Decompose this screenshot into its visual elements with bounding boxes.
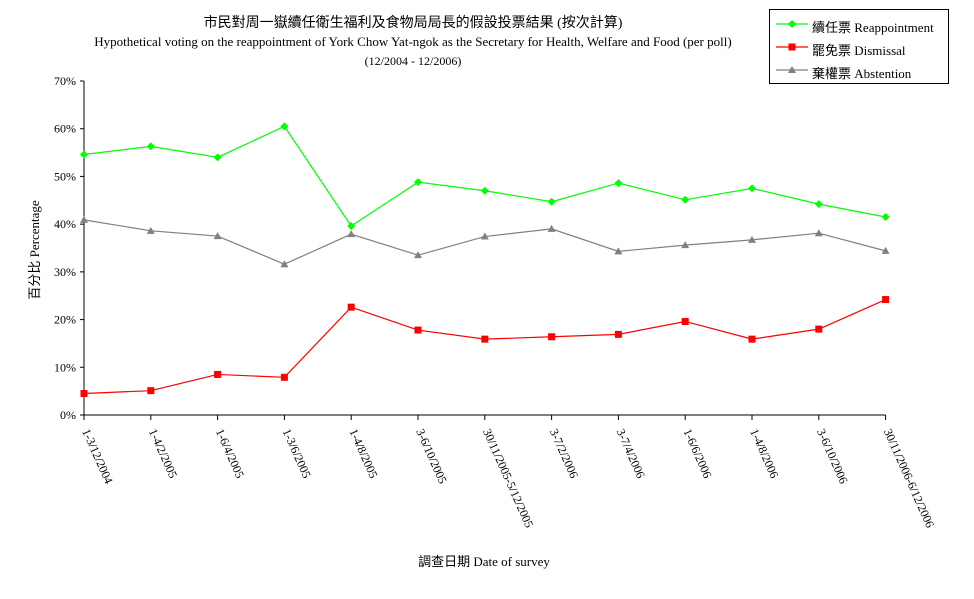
data-point-square — [748, 335, 756, 343]
data-point-diamond — [681, 195, 690, 204]
data-point-triangle — [80, 215, 88, 223]
data-point-diamond — [614, 179, 623, 188]
series-1 — [80, 122, 890, 231]
data-point-square — [614, 330, 622, 338]
data-point-diamond — [347, 222, 356, 231]
data-point-square — [882, 296, 890, 304]
data-point-square — [815, 325, 823, 333]
data-point-triangle — [881, 246, 890, 254]
x-tick-label: 3-6/10/2005 — [413, 427, 450, 486]
x-tick-label: 3-6/10/2006 — [814, 427, 851, 486]
y-tick-label: 30% — [54, 265, 76, 279]
series-line — [83, 298, 886, 395]
data-point-diamond — [814, 200, 823, 209]
data-point-square — [548, 333, 556, 341]
data-point-square — [80, 390, 88, 398]
y-axis-label: 百分比 Percentage — [27, 200, 42, 300]
data-point-diamond — [414, 178, 422, 187]
data-point-diamond — [881, 212, 890, 221]
series-line — [83, 219, 886, 265]
x-tick-label: 1-6/4/2005 — [213, 427, 247, 481]
x-tick-label: 3-7/4/2006 — [614, 427, 648, 481]
x-tick-label: 1-6/6/2006 — [680, 427, 714, 481]
data-point-square — [347, 303, 355, 311]
data-point-diamond — [146, 142, 155, 151]
legend-label-reappointment: 續任票 Reappointment — [812, 20, 934, 35]
axes — [83, 81, 886, 416]
legend-marker-diamond — [776, 20, 808, 28]
data-point-square — [147, 387, 155, 395]
data-point-square — [681, 317, 689, 325]
y-tick-label: 0% — [60, 408, 76, 422]
legend-item-dismissal: 罷免票 Dismissal — [770, 37, 948, 58]
x-tick-label: 30/11/2006-6/12/2006 — [881, 427, 937, 530]
data-point-diamond — [80, 150, 88, 159]
y-tick-labels: 0% 10% 20% 30% 40% 50% 60% 70% — [54, 74, 84, 422]
data-point-triangle — [414, 251, 422, 259]
y-tick-label: 40% — [54, 217, 76, 231]
legend-item-reappointment: 續任票 Reappointment — [770, 14, 948, 35]
y-tick-label: 60% — [54, 122, 76, 136]
data-point-triangle — [213, 232, 222, 240]
legend-label-abstention: 棄權票 Abstention — [812, 66, 912, 81]
x-tick-label: 3-7/2/2006 — [547, 427, 581, 481]
data-point-square — [214, 370, 222, 378]
series-2 — [80, 296, 890, 398]
x-tick-label: 1-3/6/2005 — [280, 427, 314, 481]
data-point-triangle — [480, 232, 489, 240]
y-tick-label: 20% — [54, 313, 76, 327]
y-tick-label: 10% — [54, 360, 76, 374]
x-tick-labels: 1-3/12/2004 1-4/2/2005 1-6/4/2005 1-3/6/200… — [79, 415, 937, 530]
data-point-diamond — [547, 197, 556, 206]
data-point-triangle — [814, 229, 823, 237]
y-tick-label: 50% — [54, 169, 76, 183]
data-point-triangle — [280, 260, 289, 268]
data-point-square — [414, 326, 422, 334]
chart-period: (12/2004 - 12/2006) — [364, 54, 462, 68]
data-point-triangle — [347, 230, 356, 238]
x-tick-label: 1-4/2/2005 — [146, 427, 180, 481]
x-tick-label: 1-4/8/2006 — [747, 427, 781, 481]
legend-item-abstention: 棄權票 Abstention — [770, 60, 948, 81]
legend-marker-square — [776, 43, 808, 51]
data-point-diamond — [213, 153, 222, 162]
data-point-diamond — [748, 184, 756, 193]
x-tick-label: 30/11/2005-5/12/2005 — [480, 427, 536, 530]
data-point-triangle — [547, 224, 556, 232]
legend-marker-triangle — [776, 66, 808, 73]
data-point-triangle — [146, 226, 155, 234]
legend-label-dismissal: 罷免票 Dismissal — [812, 43, 906, 58]
x-tick-label: 1-3/12/2004 — [79, 427, 116, 486]
series-group — [80, 122, 890, 398]
data-point-diamond — [480, 186, 489, 195]
y-tick-label: 70% — [54, 74, 76, 88]
chart-subtitle: Hypothetical voting on the reappointment… — [94, 34, 732, 49]
x-tick-label: 1-4/8/2005 — [346, 427, 380, 481]
data-point-triangle — [614, 247, 623, 255]
data-point-square — [481, 335, 489, 343]
data-point-diamond — [280, 122, 289, 131]
chart-title: 市民對周一嶽續任衛生福利及食物局局長的假設投票結果 (按次計算) — [203, 16, 623, 31]
legend: 續任票 Reappointment 罷免票 Dismissal 棄權票 Abst… — [769, 9, 949, 84]
series-line — [83, 125, 886, 227]
series-3 — [80, 215, 890, 268]
data-point-square — [280, 373, 288, 381]
x-axis-label: 調查日期 Date of survey — [418, 554, 550, 569]
data-point-triangle — [681, 241, 690, 249]
data-point-triangle — [748, 235, 756, 243]
